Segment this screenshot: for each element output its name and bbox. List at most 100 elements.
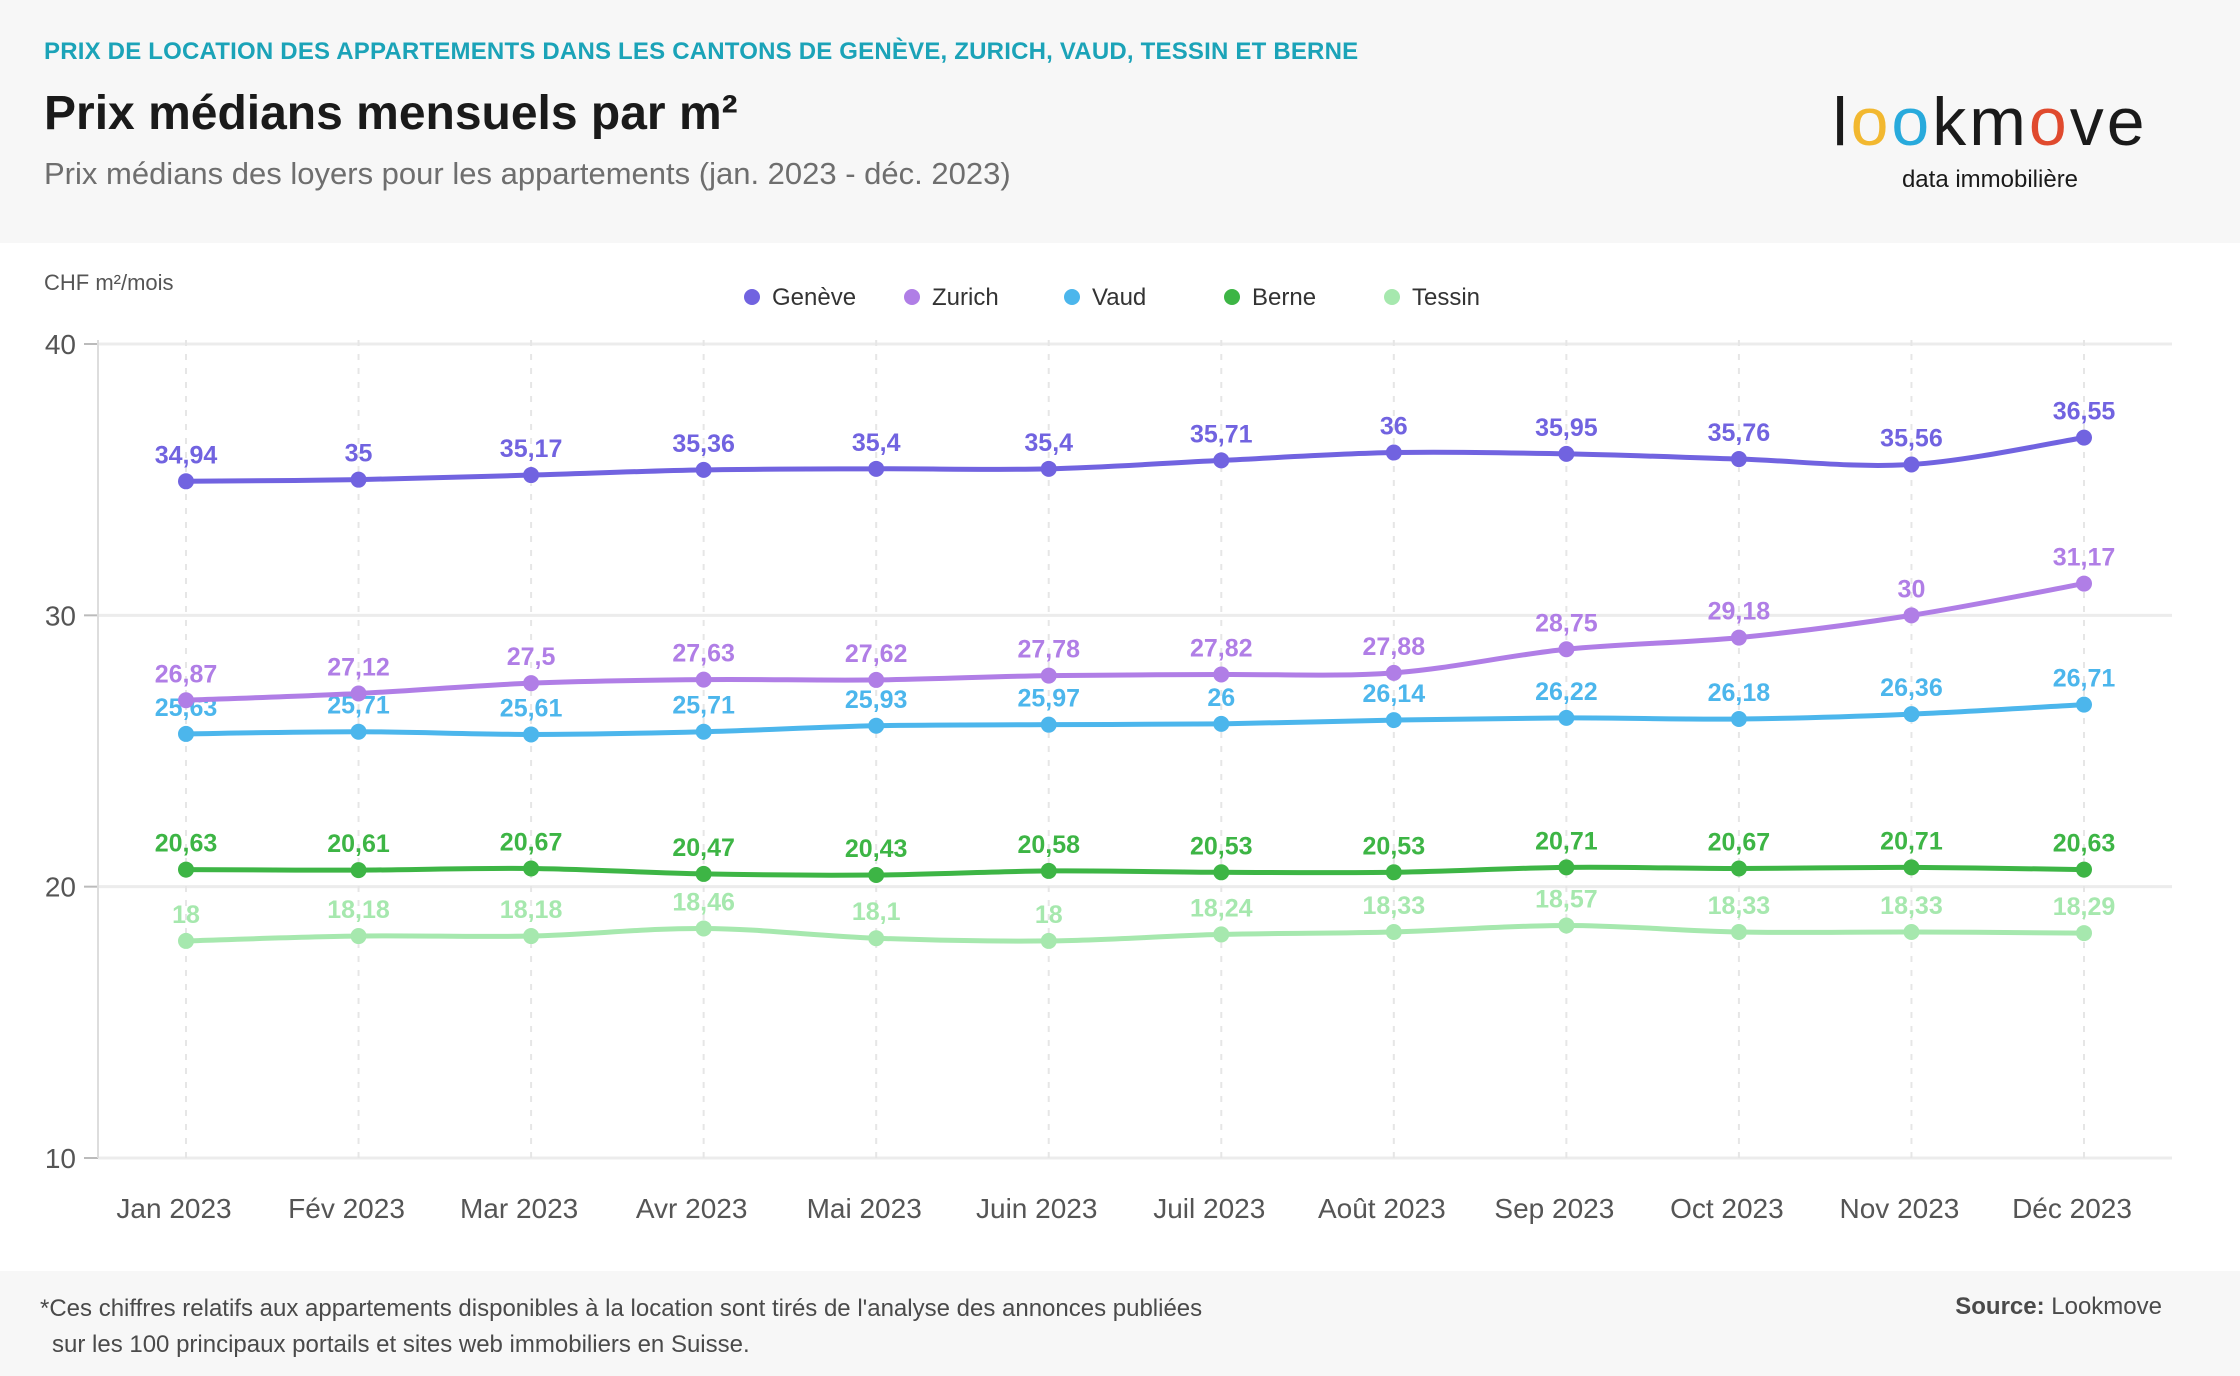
data-point — [695, 671, 712, 688]
data-label: 26 — [1207, 684, 1235, 712]
data-point — [1213, 715, 1230, 732]
data-point — [1385, 864, 1402, 881]
data-point — [1040, 667, 1057, 684]
data-label: 25,61 — [500, 694, 563, 722]
data-label: 20,63 — [2053, 830, 2116, 858]
data-label: 18,24 — [1190, 894, 1253, 922]
logo-letter: v — [2069, 84, 2107, 160]
x-tick-label: Fév 2023 — [288, 1193, 405, 1224]
data-label: 20,53 — [1363, 832, 1426, 860]
data-point — [350, 685, 367, 702]
data-point — [1040, 862, 1057, 879]
data-point — [1040, 716, 1057, 733]
data-label: 27,63 — [672, 640, 735, 668]
legend-swatch — [1384, 289, 1400, 305]
data-label: 18,1 — [852, 898, 901, 926]
data-point — [2076, 925, 2092, 942]
data-label: 18,33 — [1880, 892, 1943, 920]
legend-swatch — [1064, 289, 1080, 305]
data-label: 18,33 — [1363, 892, 1426, 920]
data-label: 25,97 — [1017, 685, 1080, 713]
data-point — [1385, 712, 1402, 729]
logo-letter: e — [2106, 84, 2148, 160]
x-tick-label: Déc 2023 — [2012, 1193, 2132, 1224]
data-label: 26,36 — [1880, 674, 1943, 702]
y-axis-unit-label: CHF m²/mois — [44, 270, 174, 295]
data-point — [1903, 706, 1920, 723]
data-point — [695, 865, 712, 882]
data-point — [1730, 860, 1747, 877]
data-label: 35,36 — [672, 430, 735, 458]
chart-title: Prix médians mensuels par m² — [44, 87, 738, 140]
data-point — [1385, 923, 1402, 940]
footnote: *Ces chiffres relatifs aux appartements … — [40, 1291, 1340, 1363]
data-label: 18,46 — [672, 888, 735, 916]
data-point — [350, 723, 367, 740]
data-label: 27,82 — [1190, 634, 1253, 662]
data-label: 27,12 — [327, 653, 390, 681]
data-label: 28,75 — [1535, 609, 1598, 637]
data-label: 27,88 — [1363, 633, 1426, 661]
data-point — [1558, 709, 1575, 726]
x-tick-label: Mai 2023 — [807, 1193, 922, 1224]
data-point — [1213, 926, 1230, 943]
data-label: 20,58 — [1017, 831, 1080, 859]
data-label: 31,17 — [2053, 544, 2116, 572]
data-label: 20,43 — [845, 835, 908, 863]
data-point — [868, 930, 885, 947]
data-label: 18,57 — [1535, 885, 1598, 913]
data-label: 20,71 — [1535, 827, 1598, 855]
data-point — [523, 675, 540, 692]
data-point — [350, 928, 367, 945]
lookmove-logo: lookmove data immobilière — [1820, 86, 2160, 194]
data-point — [1558, 917, 1575, 934]
data-point — [868, 866, 885, 883]
legend-label: Berne — [1252, 284, 1316, 311]
data-label: 27,5 — [507, 643, 556, 671]
x-tick-label: Jan 2023 — [116, 1193, 231, 1224]
series-line — [183, 702, 2087, 737]
data-label: 35,4 — [852, 429, 901, 457]
data-label: 26,87 — [155, 660, 218, 688]
data-point — [1040, 932, 1057, 949]
data-point — [1040, 460, 1057, 477]
data-point — [1558, 445, 1575, 462]
data-point — [868, 460, 885, 477]
data-point — [1558, 859, 1575, 876]
y-tick-label: 30 — [45, 600, 76, 631]
data-point — [1903, 607, 1920, 624]
logo-letter: o — [1850, 84, 1892, 160]
data-label: 20,67 — [500, 828, 563, 856]
data-point — [1903, 456, 1920, 473]
x-tick-label: Sep 2023 — [1494, 1193, 1614, 1224]
header-band: PRIX DE LOCATION DES APPARTEMENTS DANS L… — [0, 0, 2240, 243]
legend-swatch — [1224, 289, 1240, 305]
data-label: 26,14 — [1363, 680, 1426, 708]
data-point — [1730, 629, 1747, 646]
footnote-line-1: *Ces chiffres relatifs aux appartements … — [40, 1295, 1203, 1322]
data-point — [695, 723, 712, 740]
x-tick-label: Oct 2023 — [1670, 1193, 1784, 1224]
source-credit: Source: Lookmove — [1955, 1293, 2162, 1321]
logo-wordmark: lookmove — [1820, 86, 2160, 158]
data-label: 35 — [345, 440, 373, 468]
series-line — [183, 581, 2087, 703]
data-label: 20,61 — [327, 830, 390, 858]
data-label: 26,18 — [1708, 679, 1771, 707]
data-point — [1213, 666, 1230, 683]
data-label: 26,71 — [2053, 665, 2116, 693]
data-point — [1213, 452, 1230, 469]
data-label: 18,29 — [2053, 893, 2116, 921]
data-point — [1385, 664, 1402, 681]
x-tick-label: Avr 2023 — [636, 1193, 748, 1224]
data-label: 20,67 — [1708, 828, 1771, 856]
data-label: 20,53 — [1190, 832, 1253, 860]
data-point — [350, 471, 367, 488]
data-label: 20,63 — [155, 830, 218, 858]
y-tick-label: 40 — [45, 329, 76, 360]
data-label: 18,18 — [500, 896, 563, 924]
x-tick-label: Juin 2023 — [976, 1193, 1097, 1224]
logo-tagline: data immobilière — [1901, 166, 2079, 193]
data-point — [1903, 859, 1920, 876]
data-label: 34,94 — [155, 441, 218, 469]
